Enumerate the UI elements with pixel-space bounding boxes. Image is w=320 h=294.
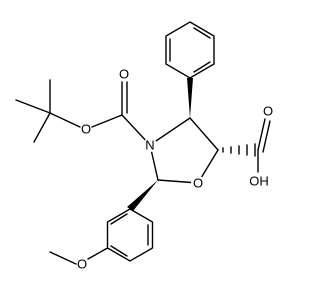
atom-label: O xyxy=(193,176,203,191)
atom-label: O xyxy=(119,67,129,82)
structure-diagram: O O N O O OH O xyxy=(15,21,273,272)
atom-labels: O O N O O OH O xyxy=(77,67,273,272)
atom-label: O xyxy=(81,122,91,137)
atom-label: O xyxy=(77,257,87,272)
atom-label: N xyxy=(145,138,154,153)
bonds xyxy=(15,21,271,265)
atom-label: OH xyxy=(249,174,269,189)
atom-label: O xyxy=(263,104,273,119)
